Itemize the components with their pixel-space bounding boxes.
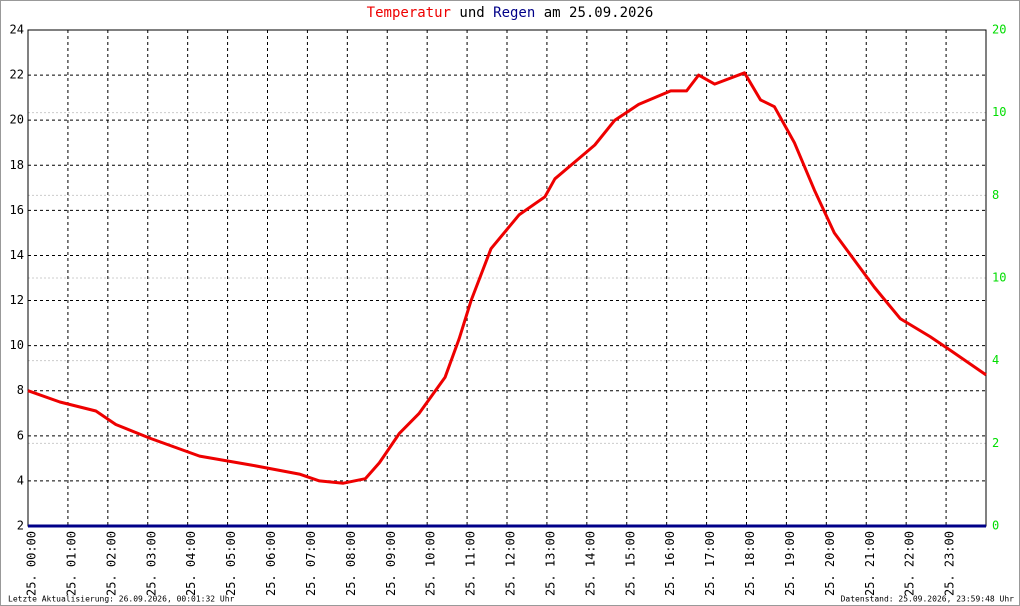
x-tick-label: 25. 20:00 xyxy=(823,531,837,596)
title-part: und xyxy=(459,5,484,21)
y-tick-label: 6 xyxy=(17,428,24,442)
footer-left: Letzte Aktualisierung: 26.09.2026, 00:01… xyxy=(8,595,235,604)
chart-title: Temperatur und Regen am 25.09.2026 xyxy=(367,5,654,21)
x-tick-label: 25. 13:00 xyxy=(543,531,557,596)
x-tick-label: 25. 23:00 xyxy=(943,531,957,596)
x-tick-label: 25. 17:00 xyxy=(703,531,717,596)
y-tick-label: 14 xyxy=(10,248,24,262)
footer-right: Datenstand: 25.09.2026, 23:59:48 Uhr xyxy=(841,595,1015,604)
x-tick-label: 25. 07:00 xyxy=(304,531,318,596)
x-tick-label: 25. 03:00 xyxy=(144,531,158,596)
x-tick-label: 25. 14:00 xyxy=(583,531,597,596)
y2-tick-label: 10 xyxy=(992,105,1006,119)
x-tick-label: 25. 09:00 xyxy=(384,531,398,596)
y-tick-label: 22 xyxy=(10,68,24,82)
x-tick-label: 25. 02:00 xyxy=(104,531,118,596)
x-tick-label: 25. 00:00 xyxy=(25,531,39,596)
y2-tick-label: 0 xyxy=(992,519,999,533)
y2-tick-label: 20 xyxy=(992,23,1006,37)
x-tick-label: 25. 06:00 xyxy=(264,531,278,596)
title-part: am 25.09.2026 xyxy=(544,5,654,21)
x-tick-label: 25. 01:00 xyxy=(64,531,78,596)
title-part: Temperatur xyxy=(367,5,451,21)
x-tick-label: 25. 10:00 xyxy=(424,531,438,596)
x-tick-label: 25. 08:00 xyxy=(344,531,358,596)
x-tick-label: 25. 04:00 xyxy=(184,531,198,596)
y-tick-label: 10 xyxy=(10,338,24,352)
y2-tick-label: 10 xyxy=(992,271,1006,285)
x-tick-label: 25. 12:00 xyxy=(504,531,518,596)
series-line xyxy=(27,71,987,485)
x-tick-label: 25. 19:00 xyxy=(783,531,797,596)
y-tick-label: 18 xyxy=(10,158,24,172)
y-tick-label: 4 xyxy=(17,473,24,487)
x-tick-label: 25. 22:00 xyxy=(903,531,917,596)
y2-tick-label: 8 xyxy=(992,188,999,202)
title-part: Regen xyxy=(493,5,535,21)
x-tick-label: 25. 21:00 xyxy=(863,531,877,596)
y-tick-label: 24 xyxy=(10,23,24,37)
x-tick-label: 25. 05:00 xyxy=(224,531,238,596)
x-tick-label: 25. 16:00 xyxy=(663,531,677,596)
y-tick-label: 8 xyxy=(17,383,24,397)
y2-tick-label: 2 xyxy=(992,436,999,450)
y-tick-label: 2 xyxy=(17,519,24,533)
x-tick-label: 25. 18:00 xyxy=(743,531,757,596)
y2-tick-label: 4 xyxy=(992,353,999,367)
x-tick-label: 25. 11:00 xyxy=(464,531,478,596)
x-tick-label: 25. 15:00 xyxy=(623,531,637,596)
y-tick-label: 12 xyxy=(10,293,24,307)
y-tick-label: 16 xyxy=(10,203,24,217)
y-tick-label: 20 xyxy=(10,113,24,127)
